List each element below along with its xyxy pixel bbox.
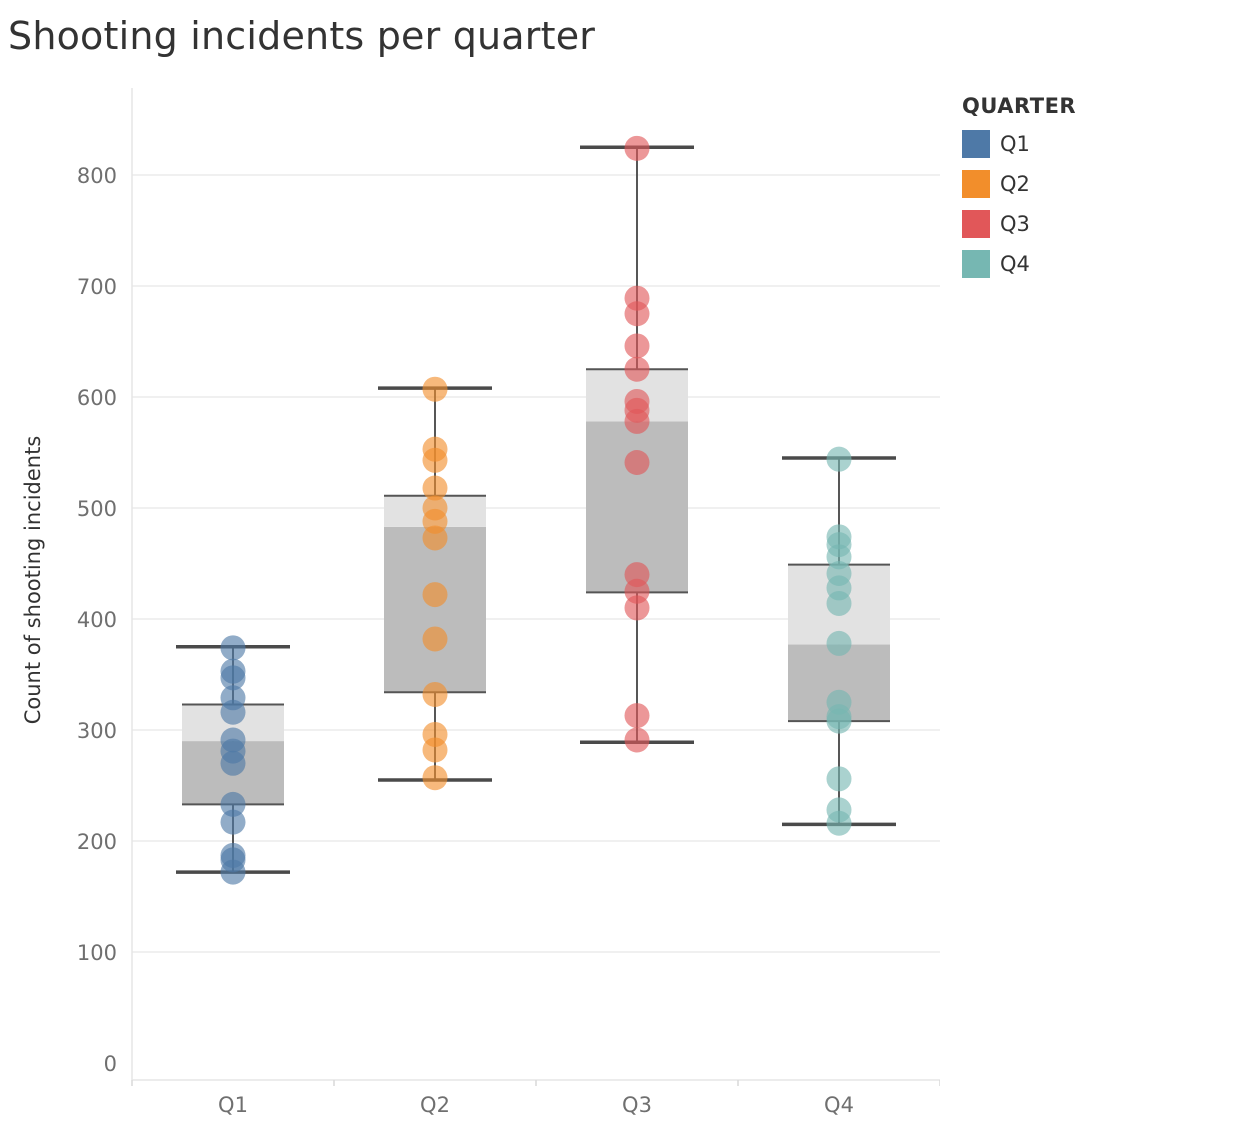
- data-point-q2: [422, 582, 448, 608]
- y-tick-label: 200: [77, 830, 117, 854]
- data-point-q2: [422, 475, 448, 501]
- legend-item-q3[interactable]: Q3: [962, 204, 1076, 244]
- box-lower-q2: [384, 526, 486, 693]
- boxes: [176, 145, 896, 874]
- data-point-q1: [220, 809, 246, 835]
- gridlines: [132, 174, 940, 953]
- data-point-q2: [422, 525, 448, 551]
- data-point-q1: [220, 750, 246, 776]
- data-point-q2: [422, 681, 448, 707]
- data-point-q2: [422, 376, 448, 402]
- data-point-q1: [220, 699, 246, 725]
- axes: 0 100 200 300 400 500 600 700 800 Q1 Q2 Q3 Q4: [77, 88, 940, 1117]
- data-point-q1: [220, 665, 246, 691]
- data-point-q3: [624, 703, 650, 729]
- x-tick-label: Q3: [622, 1093, 652, 1117]
- legend-swatch-q3: [962, 210, 990, 238]
- legend-label: Q1: [1000, 132, 1030, 156]
- y-tick-label: 700: [77, 275, 117, 299]
- box-plot-chart: 0 100 200 300 400 500 600 700 800 Q1 Q2 Q3 Q4 Count …: [21, 88, 940, 1117]
- legend-item-q1[interactable]: Q1: [962, 124, 1076, 164]
- data-point-q3: [624, 356, 650, 382]
- data-point-q3: [624, 333, 650, 359]
- data-point-q3: [624, 595, 650, 621]
- data-point-q3: [624, 135, 650, 161]
- y-tick-label: 300: [77, 719, 117, 743]
- x-tick-label: Q2: [420, 1093, 450, 1117]
- legend-label: Q3: [1000, 212, 1030, 236]
- y-tick-label: 400: [77, 608, 117, 632]
- legend-swatch-q2: [962, 170, 990, 198]
- data-point-q3: [624, 301, 650, 327]
- y-tick-label: 800: [77, 164, 117, 188]
- data-point-q3: [624, 449, 650, 475]
- legend-label: Q4: [1000, 252, 1030, 276]
- legend-swatch-q1: [962, 130, 990, 158]
- points: [220, 135, 852, 885]
- data-point-q3: [624, 408, 650, 434]
- data-point-q1: [220, 859, 246, 885]
- data-point-q2: [422, 626, 448, 652]
- legend-title: QUARTER: [962, 94, 1077, 118]
- chart-title: Shooting incidents per quarter: [8, 14, 596, 58]
- data-point-q2: [422, 447, 448, 473]
- legend-label: Q2: [1000, 172, 1030, 196]
- x-tick-label: Q1: [218, 1093, 248, 1117]
- data-point-q2: [422, 765, 448, 791]
- y-tick-label: 500: [77, 497, 117, 521]
- data-point-q4: [826, 810, 852, 836]
- data-point-q1: [220, 635, 246, 661]
- data-point-q4: [826, 630, 852, 656]
- y-tick-label: 100: [77, 941, 117, 965]
- y-tick-label: 0: [104, 1052, 117, 1076]
- x-tick-label: Q4: [824, 1093, 854, 1117]
- y-axis-title: Count of shooting incidents: [21, 436, 45, 725]
- data-point-q1: [220, 791, 246, 817]
- data-point-q2: [422, 737, 448, 763]
- data-point-q3: [624, 727, 650, 753]
- y-tick-label: 600: [77, 386, 117, 410]
- data-point-q4: [826, 766, 852, 792]
- data-point-q4: [826, 590, 852, 616]
- legend-item-q2[interactable]: Q2: [962, 164, 1076, 204]
- legend: QUARTER Q1 Q2 Q3 Q4: [962, 94, 1076, 284]
- data-point-q4: [826, 446, 852, 472]
- data-point-q4: [826, 708, 852, 734]
- legend-swatch-q4: [962, 250, 990, 278]
- legend-item-q4[interactable]: Q4: [962, 244, 1076, 284]
